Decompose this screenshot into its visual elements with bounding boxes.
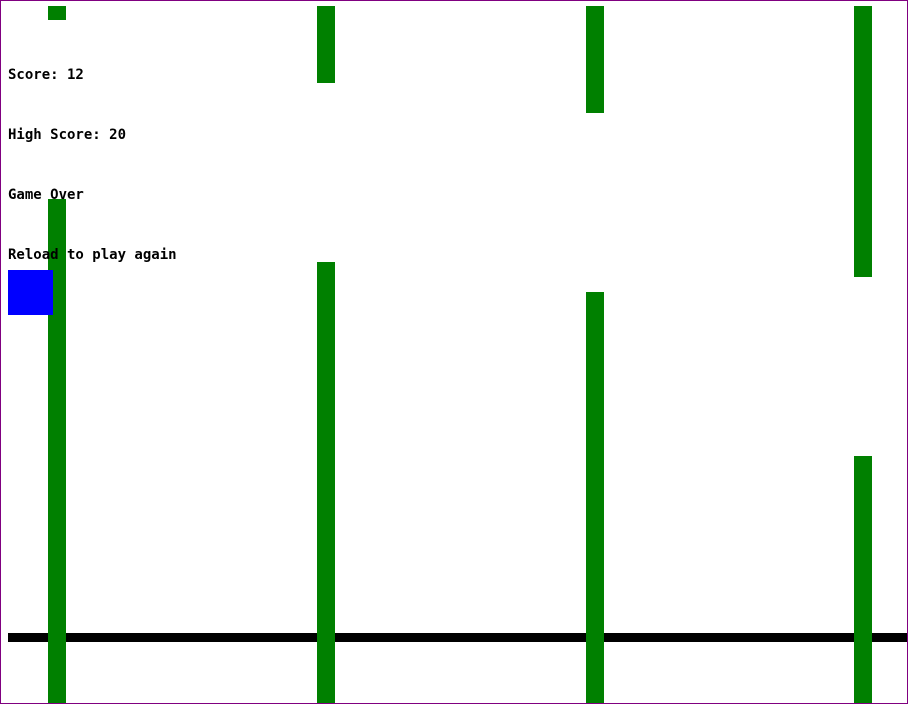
pipe-bottom: [317, 262, 335, 703]
game-over-label: Game Over: [8, 187, 84, 203]
pipe-top: [586, 6, 604, 113]
hud: Score: 12 High Score: 20 Game Over Reloa…: [8, 25, 177, 305]
pipe-bottom: [854, 456, 872, 703]
pipe-bottom: [48, 199, 66, 703]
score-label: Score: 12: [8, 67, 84, 83]
pipe-top: [854, 6, 872, 277]
reload-hint-label: Reload to play again: [8, 247, 177, 263]
high-score-label: High Score: 20: [8, 127, 127, 143]
pipe-top: [48, 6, 66, 20]
ground-line: [8, 633, 907, 642]
pipe-top: [317, 6, 335, 83]
pipe-bottom: [586, 292, 604, 703]
player-block: [8, 270, 53, 315]
